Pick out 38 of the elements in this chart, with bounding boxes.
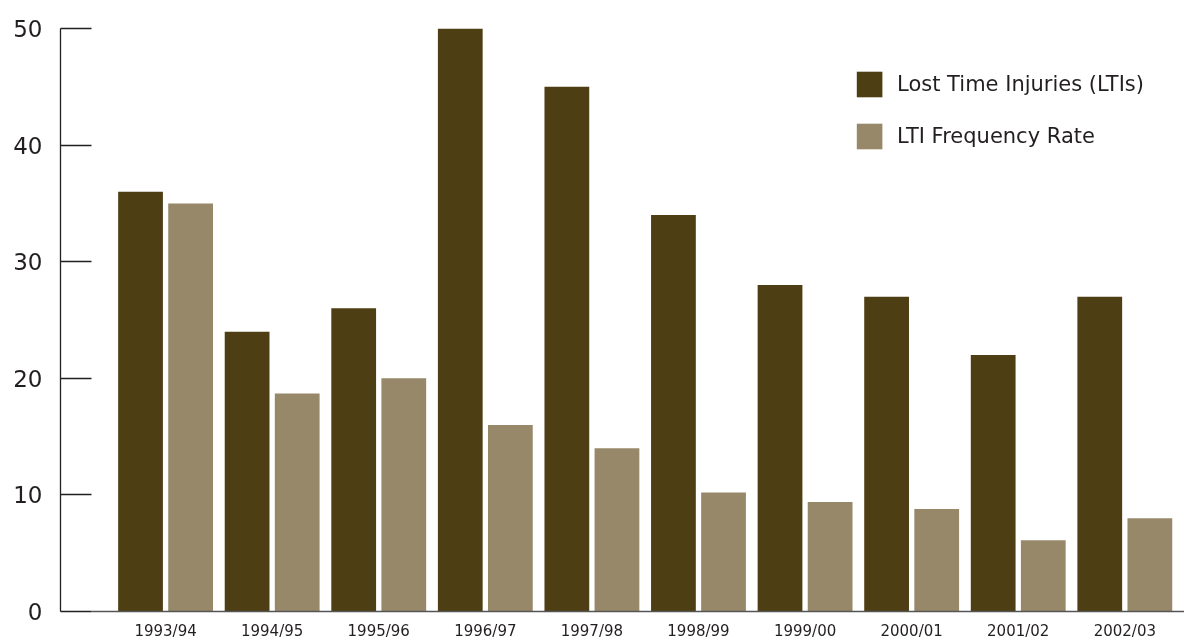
x-tick-label: 1996/97 — [454, 621, 517, 640]
y-tick-label: 20 — [13, 365, 43, 392]
bar — [651, 215, 696, 612]
bar — [807, 501, 853, 612]
y-tick-label: 40 — [13, 132, 43, 159]
x-tick-label: 1998/99 — [667, 621, 730, 640]
bar — [544, 86, 590, 612]
x-tick-label: 2000/01 — [880, 621, 943, 640]
bar — [224, 331, 270, 612]
legend-label: Lost Time Injuries (LTIs) — [897, 71, 1144, 98]
bar — [1127, 518, 1173, 612]
bar — [381, 378, 427, 612]
x-tick-label: 2002/03 — [1093, 621, 1156, 640]
bar — [864, 296, 909, 612]
x-tick-label: 1997/98 — [560, 621, 624, 640]
x-tick-label: 2001/02 — [987, 621, 1050, 640]
x-tick-label: 1999/00 — [773, 621, 837, 640]
bar — [1020, 540, 1066, 612]
x-tick-label: 1995/96 — [347, 621, 410, 640]
y-tick-label: 0 — [27, 599, 43, 625]
y-tick-label: 30 — [13, 249, 43, 276]
bar — [594, 448, 640, 612]
bar — [168, 203, 213, 612]
bar — [437, 28, 483, 612]
bar — [274, 393, 320, 612]
bar — [1077, 296, 1123, 612]
bar — [331, 308, 377, 612]
bar — [487, 424, 533, 612]
bar — [757, 285, 803, 612]
bar — [970, 354, 1016, 612]
y-tick-label: 50 — [13, 16, 43, 42]
x-tick-label: 1994/95 — [241, 621, 304, 640]
bar — [914, 508, 960, 612]
x-tick-label: 1993/94 — [134, 621, 197, 640]
legend-label: LTI Frequency Rate — [897, 123, 1095, 150]
bar — [118, 191, 163, 612]
bar — [701, 492, 746, 612]
y-tick-label: 10 — [13, 482, 43, 509]
